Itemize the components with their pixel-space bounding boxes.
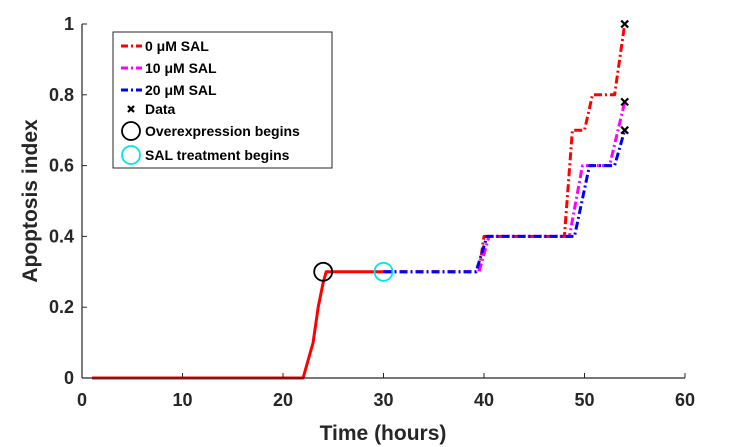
legend-item-data: Data bbox=[127, 101, 176, 117]
overexpression-marker bbox=[313, 261, 334, 282]
x-axis-label: Time (hours) bbox=[320, 422, 447, 445]
x-tick-label: 20 bbox=[273, 390, 293, 410]
y-tick-label: 0.2 bbox=[49, 297, 74, 317]
data-point-marker bbox=[620, 19, 629, 29]
legend-label-10-uM: 10 μM SAL bbox=[145, 60, 217, 76]
legend-item-20-uM: 20 μM SAL bbox=[121, 82, 217, 98]
x-tick-label: 0 bbox=[77, 390, 87, 410]
legend-label-20-uM: 20 μM SAL bbox=[145, 82, 217, 98]
series-line-0 bbox=[383, 23, 627, 274]
x-tick-label: 10 bbox=[172, 390, 192, 410]
legend-label-0-uM: 0 μM SAL bbox=[145, 38, 209, 54]
y-tick-label: 0.8 bbox=[49, 85, 74, 105]
x-tick-label: 60 bbox=[675, 390, 695, 410]
legend-label-overexpression: Overexpression begins bbox=[145, 123, 300, 139]
series-line-2 bbox=[383, 129, 627, 274]
legend-item-sal-treatment: SAL treatment begins bbox=[121, 145, 290, 165]
legend-label-data: Data bbox=[145, 101, 176, 117]
legend-item-0-uM: 0 μM SAL bbox=[121, 38, 209, 54]
legend-label-sal-treatment: SAL treatment begins bbox=[145, 147, 290, 163]
y-tick-label: 0.4 bbox=[49, 226, 74, 246]
x-tick-label: 30 bbox=[373, 390, 393, 410]
legend-black-circle-icon bbox=[121, 121, 141, 141]
legend-cyan-circle-icon bbox=[121, 145, 141, 165]
x-tick-label: 50 bbox=[574, 390, 594, 410]
legend-item-10-uM: 10 μM SAL bbox=[121, 60, 217, 76]
data-point-marker bbox=[620, 97, 629, 107]
y-tick-label: 1 bbox=[64, 14, 74, 34]
legend: 0 μM SAL 10 μM SAL 20 μM SAL Data Overex… bbox=[112, 31, 333, 169]
y-axis-label: Apoptosis index bbox=[19, 119, 42, 283]
y-tick-label: 0 bbox=[64, 368, 74, 388]
legend-x-marker-icon bbox=[127, 105, 135, 113]
data-point-marker bbox=[620, 125, 629, 135]
ticks-layer: 0 10 20 30 40 50 60 0 0.2 0.4 0.6 0.8 1 bbox=[49, 14, 695, 410]
legend-box bbox=[112, 31, 333, 169]
legend-item-overexpression: Overexpression begins bbox=[121, 121, 300, 141]
y-tick-label: 0.6 bbox=[49, 156, 74, 176]
x-tick-label: 40 bbox=[474, 390, 494, 410]
sal-treatment-marker bbox=[373, 261, 394, 282]
